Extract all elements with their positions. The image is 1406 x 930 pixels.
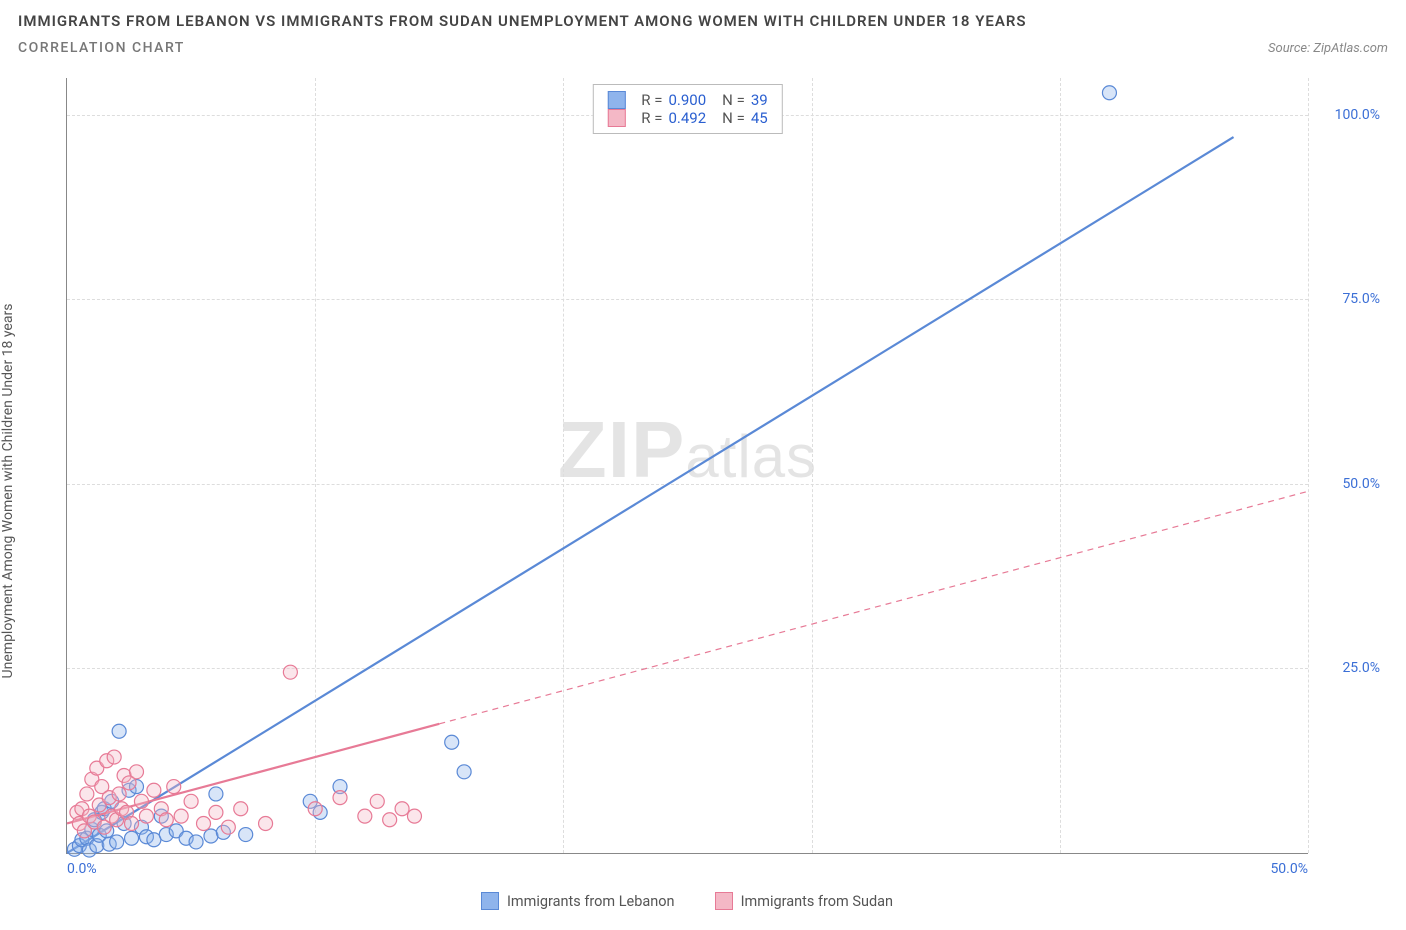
legend-label: Immigrants from Sudan (741, 893, 893, 910)
stats-legend: R = 0.900 N = 39 R = 0.492 N = 45 (592, 84, 782, 134)
n-value: 39 (751, 91, 768, 109)
r-value: 0.492 (668, 109, 706, 127)
swatch-icon (715, 892, 733, 910)
stats-row-lebanon: R = 0.900 N = 39 (607, 91, 767, 109)
y-tick-label: 50.0% (1316, 476, 1380, 492)
correlation-chart: Unemployment Among Women with Children U… (18, 70, 1388, 912)
x-tick-label: 50.0% (1270, 861, 1308, 877)
series-legend: Immigrants from Lebanon Immigrants from … (66, 892, 1308, 910)
plot-area: ZIPatlas R = 0.900 N = 39 R = 0.492 N = … (66, 78, 1308, 854)
n-label: N = (722, 91, 745, 109)
y-axis-label: Unemployment Among Women with Children U… (0, 304, 16, 679)
y-tick-label: 100.0% (1316, 107, 1380, 123)
stats-row-sudan: R = 0.492 N = 45 (607, 109, 767, 127)
source-label: Source: ZipAtlas.com (1268, 41, 1388, 56)
legend-label: Immigrants from Lebanon (507, 893, 675, 910)
swatch-icon (607, 109, 625, 127)
x-tick-label: 0.0% (67, 861, 97, 877)
r-label: R = (641, 109, 662, 127)
swatch-icon (481, 892, 499, 910)
legend-item-lebanon: Immigrants from Lebanon (481, 892, 675, 910)
swatch-icon (607, 91, 625, 109)
y-tick-label: 75.0% (1316, 291, 1380, 307)
r-label: R = (641, 91, 662, 109)
chart-subtitle: CORRELATION CHART (18, 40, 185, 56)
n-value: 45 (751, 109, 768, 127)
y-tick-label: 25.0% (1316, 660, 1380, 676)
plot-svg (67, 78, 1308, 853)
n-label: N = (722, 109, 745, 127)
legend-item-sudan: Immigrants from Sudan (715, 892, 893, 910)
page-title: IMMIGRANTS FROM LEBANON VS IMMIGRANTS FR… (18, 12, 1388, 30)
r-value: 0.900 (668, 91, 706, 109)
